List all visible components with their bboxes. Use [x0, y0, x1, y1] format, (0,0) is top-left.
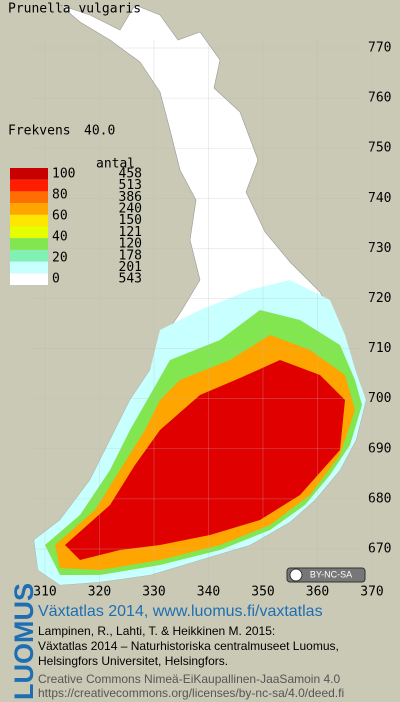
x-tick-label: 350: [251, 585, 274, 600]
license-badge: BY-NC-SA: [286, 567, 366, 583]
x-tick-label: 310: [33, 585, 56, 600]
legend-count: 150: [119, 213, 142, 228]
y-tick-label: 760: [368, 91, 391, 106]
citation-line: Lampinen, R., Lahti, T. & Heikkinen M. 2…: [38, 624, 275, 638]
y-tick-label: 690: [368, 441, 391, 456]
y-tick-label: 770: [368, 41, 391, 56]
legend-bound: 0: [52, 272, 60, 287]
legend-swatch: [10, 203, 48, 215]
legend-swatch: [10, 273, 48, 285]
legend-swatch: [10, 238, 48, 250]
x-tick-label: 340: [197, 585, 220, 600]
legend-count: 386: [119, 190, 142, 205]
footer-heading: Växtatlas 2014, www.luomus.fi/vaxtatlas: [38, 603, 323, 620]
citation-line: Växtatlas 2014 – Naturhistoriska central…: [38, 639, 339, 653]
legend-count: 543: [119, 272, 142, 287]
x-tick-label: 320: [88, 585, 111, 600]
y-tick-label: 730: [368, 241, 391, 256]
legend-swatch: [10, 191, 48, 204]
license-line: Creative Commons Nimeä-EiKaupallinen-Jaa…: [38, 672, 340, 686]
legend-bound: 40: [52, 230, 68, 245]
legend-bound: 80: [52, 187, 68, 202]
legend-swatch: [10, 214, 48, 227]
y-tick-label: 710: [368, 341, 391, 356]
citation-line: Helsingfors Universitet, Helsingfors.: [38, 654, 228, 668]
frequency-value: 40.0: [84, 124, 115, 139]
legend-count: 240: [119, 201, 142, 216]
finland-map: [33, 4, 367, 586]
legend-bound: 60: [52, 208, 68, 223]
legend-swatch: [10, 226, 48, 239]
legend-swatch: [10, 249, 48, 262]
frequency-label: Frekvens: [8, 124, 71, 139]
license-badge-text: BY-NC-SA: [310, 569, 352, 579]
legend-count: 120: [119, 237, 142, 252]
legend-swatch: [10, 261, 48, 274]
x-tick-label: 330: [142, 585, 165, 600]
y-tick-label: 750: [368, 141, 391, 156]
legend-count: 201: [119, 260, 142, 275]
legend-bound: 20: [52, 251, 68, 266]
legend-count: 458: [119, 166, 142, 181]
x-tick-label: 360: [306, 585, 329, 600]
species-title: Prunella vulgaris: [8, 2, 141, 17]
legend-swatch: [10, 168, 48, 180]
license-line: https://creativecommons.org/licenses/by-…: [38, 686, 344, 700]
y-tick-label: 700: [368, 391, 391, 406]
legend-count: 121: [119, 225, 142, 240]
y-tick-label: 740: [368, 191, 391, 206]
y-tick-label: 720: [368, 291, 391, 306]
brand: LUOMUS: [9, 583, 39, 700]
legend-header: antal: [96, 157, 135, 172]
y-tick-label: 670: [368, 542, 391, 557]
x-tick-label: 370: [360, 585, 383, 600]
legend-count: 178: [119, 248, 142, 263]
legend-bound: 100: [52, 166, 75, 181]
legend-count: 513: [119, 178, 142, 193]
legend-swatch: [10, 179, 48, 192]
y-tick-label: 680: [368, 491, 391, 506]
